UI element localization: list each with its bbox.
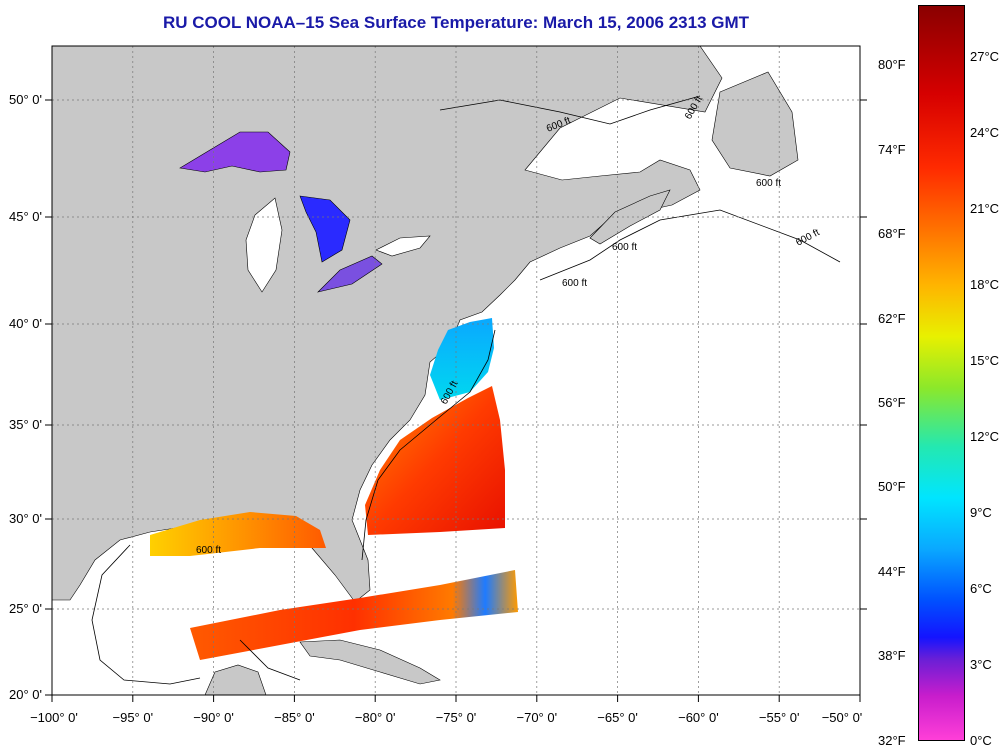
lat-tick-label: 50° 0' (9, 92, 42, 107)
nova-scotia (589, 189, 671, 245)
lon-tick-label: −50° 0' (822, 710, 863, 725)
lon-tick-label: −70° 0' (517, 710, 558, 725)
colorbar-label-f: 62°F (878, 311, 906, 326)
lon-tick-label: −75° 0' (436, 710, 477, 725)
colorbar-label-c: 21°C (970, 201, 1000, 216)
lon-tick-label: −85° 0' (274, 710, 315, 725)
lat-tick-label: 45° 0' (9, 209, 42, 224)
lake-erie (317, 255, 383, 293)
lake-ontario (375, 235, 431, 257)
newfoundland (711, 71, 799, 177)
lon-tick-label: −100° 0' (30, 710, 78, 725)
colorbar-label-f: 56°F (878, 395, 906, 410)
colorbar-label-f: 38°F (878, 648, 906, 663)
contour-label: 600 ft (562, 278, 587, 289)
colorbar-label-f: 68°F (878, 226, 906, 241)
lat-tick-label: 20° 0' (9, 687, 42, 702)
lon-tick-label: −65° 0' (597, 710, 638, 725)
gulf-of-mexico-sst (150, 512, 326, 556)
lake-michigan (245, 197, 283, 293)
lake-huron (299, 195, 351, 263)
colorbar-label-f: 80°F (878, 57, 906, 72)
lake-superior (179, 131, 291, 173)
graticule (52, 46, 860, 695)
lon-tick-label: −95° 0' (113, 710, 154, 725)
sst-map: 600 ft 600 ft 600 ft 600 ft 600 ft 600 f… (9, 45, 867, 725)
contour-label: 600 ft (612, 242, 637, 253)
lat-tick-label: 30° 0' (9, 511, 42, 526)
colorbar-label-c: 12°C (970, 429, 1000, 444)
lon-tick-label: −60° 0' (678, 710, 719, 725)
florida-strait-sst (190, 570, 518, 660)
colorbar-label-c: 9°C (970, 505, 992, 520)
cuba (299, 639, 441, 685)
yucatan (204, 664, 267, 695)
gulf-stream (365, 386, 505, 535)
shelf-water (430, 318, 494, 400)
contour-label: 600 ft (196, 545, 221, 556)
colorbar-label-f: 44°F (878, 564, 906, 579)
colorbar-label-f: 32°F (878, 733, 906, 748)
colorbar-label-c: 27°C (970, 49, 1000, 64)
colorbar-label-c: 15°C (970, 353, 1000, 368)
lon-tick-label: −90° 0' (193, 710, 234, 725)
map-title: RU COOL NOAA–15 Sea Surface Temperature:… (162, 13, 750, 32)
colorbar-label-c: 18°C (970, 277, 1000, 292)
shelf-contour (361, 95, 841, 561)
lat-tick-label: 35° 0' (9, 417, 42, 432)
temperature-colorbar (918, 5, 965, 741)
colorbar-label-f: 74°F (878, 142, 906, 157)
colorbar-label-f: 50°F (878, 479, 906, 494)
colorbar-label-c: 24°C (970, 125, 1000, 140)
colorbar-label-c: 3°C (970, 657, 992, 672)
lat-tick-label: 40° 0' (9, 316, 42, 331)
contour-label: 600 ft (756, 178, 781, 189)
colorbar-label-c: 0°C (970, 733, 992, 748)
gulf-coast-contour (91, 544, 301, 685)
lon-tick-label: −80° 0' (355, 710, 396, 725)
colorbar-label-c: 6°C (970, 581, 992, 596)
lon-tick-label: −55° 0' (759, 710, 800, 725)
lat-tick-label: 25° 0' (9, 601, 42, 616)
